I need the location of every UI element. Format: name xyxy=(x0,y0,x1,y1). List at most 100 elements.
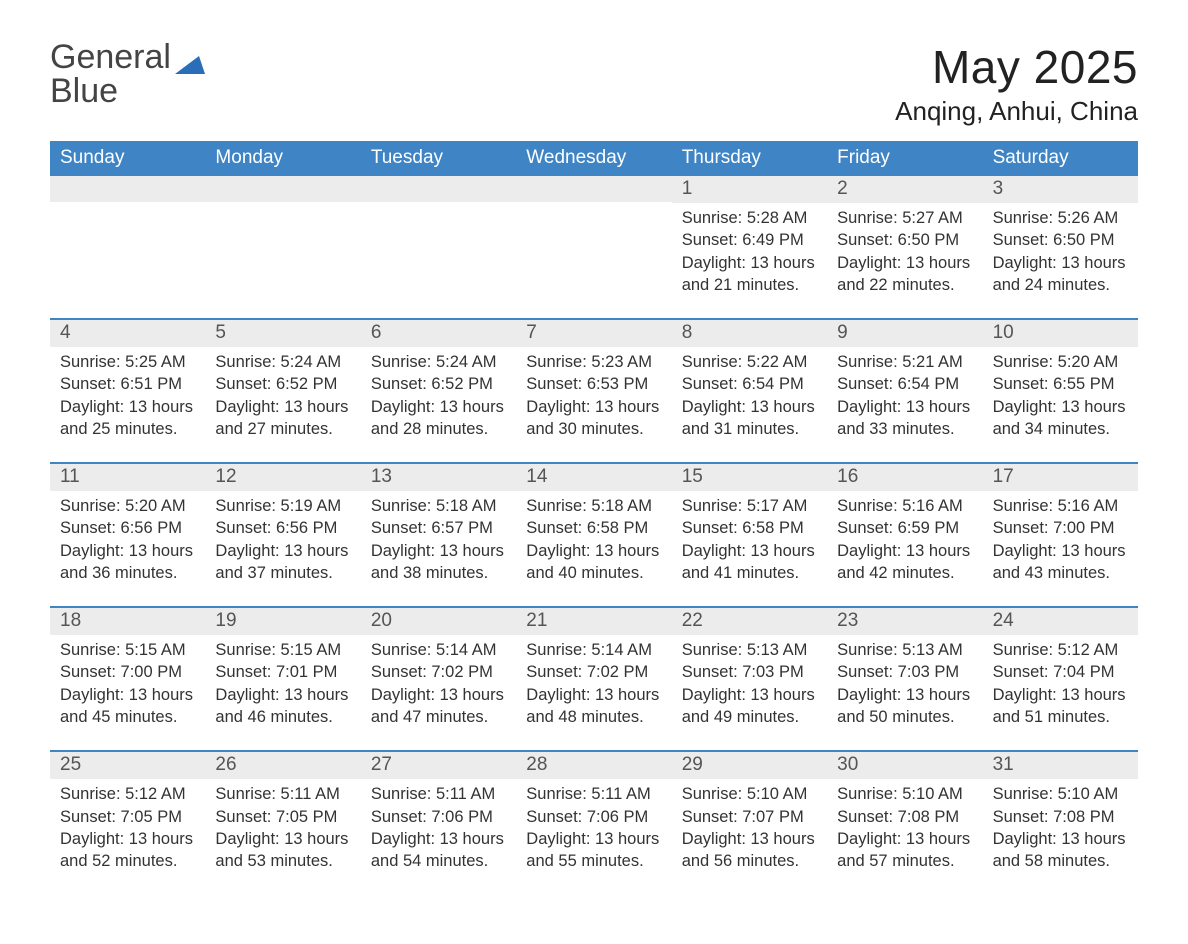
day-number-bar: 16 xyxy=(827,464,982,491)
day-number: 13 xyxy=(371,466,392,487)
day-number-bar: 6 xyxy=(361,320,516,347)
logo: General Blue xyxy=(50,40,205,108)
logo-triangle-icon xyxy=(175,52,205,74)
day-number-bar xyxy=(205,176,360,202)
sunset-line: Sunset: 6:53 PM xyxy=(526,373,661,395)
sunrise-line: Sunrise: 5:19 AM xyxy=(215,495,350,517)
calendar-cell: 15Sunrise: 5:17 AMSunset: 6:58 PMDayligh… xyxy=(672,464,827,606)
sunrise-line: Sunrise: 5:10 AM xyxy=(682,783,817,805)
calendar-cell: 1Sunrise: 5:28 AMSunset: 6:49 PMDaylight… xyxy=(672,176,827,318)
cell-details: Sunrise: 5:15 AMSunset: 7:01 PMDaylight:… xyxy=(215,639,350,728)
day-number-bar: 27 xyxy=(361,752,516,779)
daylight-line: Daylight: 13 hours and 31 minutes. xyxy=(682,396,817,441)
day-number: 1 xyxy=(682,178,693,199)
week-row: 4Sunrise: 5:25 AMSunset: 6:51 PMDaylight… xyxy=(50,318,1138,462)
daylight-line: Daylight: 13 hours and 51 minutes. xyxy=(993,684,1128,729)
sunset-line: Sunset: 7:04 PM xyxy=(993,661,1128,683)
calendar-cell: 24 Sunrise: 5:12 AMSunset: 7:04 PMDayligh… xyxy=(983,608,1138,750)
daylight-line: Daylight: 13 hours and 54 minutes. xyxy=(371,828,506,873)
calendar-cell-empty xyxy=(50,176,205,318)
daylight-line: Daylight: 13 hours and 37 minutes. xyxy=(215,540,350,585)
day-header: Friday xyxy=(827,141,982,176)
header: General Blue May 2025 Anqing, Anhui, Chi… xyxy=(50,40,1138,127)
sunrise-line: Sunrise: 5:11 AM xyxy=(371,783,506,805)
day-number-bar: 29 xyxy=(672,752,827,779)
title-location: Anqing, Anhui, China xyxy=(895,96,1138,127)
daylight-line: Daylight: 13 hours and 38 minutes. xyxy=(371,540,506,585)
calendar-cell-empty xyxy=(516,176,671,318)
day-number: 18 xyxy=(60,610,81,631)
calendar-cell: 22Sunrise: 5:13 AMSunset: 7:03 PMDayligh… xyxy=(672,608,827,750)
sunrise-line: Sunrise: 5:17 AM xyxy=(682,495,817,517)
cell-details: Sunrise: 5:25 AMSunset: 6:51 PMDaylight:… xyxy=(60,351,195,440)
cell-details: Sunrise: 5:14 AMSunset: 7:02 PMDaylight:… xyxy=(526,639,661,728)
daylight-line: Daylight: 13 hours and 56 minutes. xyxy=(682,828,817,873)
sunset-line: Sunset: 7:00 PM xyxy=(60,661,195,683)
daylight-line: Daylight: 13 hours and 47 minutes. xyxy=(371,684,506,729)
day-number: 20 xyxy=(371,610,392,631)
cell-details: Sunrise: 5:10 AMSunset: 7:08 PMDaylight:… xyxy=(837,783,972,872)
cell-details: Sunrise: 5:11 AMSunset: 7:06 PMDaylight:… xyxy=(371,783,506,872)
logo-word-blue: Blue xyxy=(50,74,205,108)
daylight-line: Daylight: 13 hours and 24 minutes. xyxy=(993,252,1128,297)
calendar-cell: 8Sunrise: 5:22 AMSunset: 6:54 PMDaylight… xyxy=(672,320,827,462)
calendar-cell: 25 Sunrise: 5:12 AMSunset: 7:05 PMDayligh… xyxy=(50,752,205,894)
calendar-cell: 7Sunrise: 5:23 AMSunset: 6:53 PMDaylight… xyxy=(516,320,671,462)
calendar: SundayMondayTuesdayWednesdayThursdayFrid… xyxy=(50,141,1138,894)
daylight-line: Daylight: 13 hours and 48 minutes. xyxy=(526,684,661,729)
day-number-bar: 11 xyxy=(50,464,205,491)
day-number-bar: 23 xyxy=(827,608,982,635)
day-number: 19 xyxy=(215,610,236,631)
daylight-line: Daylight: 13 hours and 21 minutes. xyxy=(682,252,817,297)
calendar-cell: 19 Sunrise: 5:15 AMSunset: 7:01 PMDayligh… xyxy=(205,608,360,750)
day-header-row: SundayMondayTuesdayWednesdayThursdayFrid… xyxy=(50,141,1138,176)
cell-details: Sunrise: 5:12 AMSunset: 7:05 PMDaylight:… xyxy=(60,783,195,872)
day-number-bar: 9 xyxy=(827,320,982,347)
daylight-line: Daylight: 13 hours and 58 minutes. xyxy=(993,828,1128,873)
sunset-line: Sunset: 7:03 PM xyxy=(682,661,817,683)
sunset-line: Sunset: 7:08 PM xyxy=(837,806,972,828)
calendar-cell-empty xyxy=(361,176,516,318)
week-row: 11Sunrise: 5:20 AMSunset: 6:56 PMDayligh… xyxy=(50,462,1138,606)
daylight-line: Daylight: 13 hours and 55 minutes. xyxy=(526,828,661,873)
sunset-line: Sunset: 6:49 PM xyxy=(682,229,817,251)
week-row: 1Sunrise: 5:28 AMSunset: 6:49 PMDaylight… xyxy=(50,176,1138,318)
calendar-cell: 3Sunrise: 5:26 AMSunset: 6:50 PMDaylight… xyxy=(983,176,1138,318)
cell-details: Sunrise: 5:18 AMSunset: 6:57 PMDaylight:… xyxy=(371,495,506,584)
calendar-cell: 2Sunrise: 5:27 AMSunset: 6:50 PMDaylight… xyxy=(827,176,982,318)
day-number-bar: 24 xyxy=(983,608,1138,635)
calendar-cell: 21Sunrise: 5:14 AMSunset: 7:02 PMDayligh… xyxy=(516,608,671,750)
week-row: 25 Sunrise: 5:12 AMSunset: 7:05 PMDayligh… xyxy=(50,750,1138,894)
calendar-cell: 28Sunrise: 5:11 AMSunset: 7:06 PMDayligh… xyxy=(516,752,671,894)
cell-details: Sunrise: 5:12 AMSunset: 7:04 PMDaylight:… xyxy=(993,639,1128,728)
day-number-bar: 12 xyxy=(205,464,360,491)
sunset-line: Sunset: 7:03 PM xyxy=(837,661,972,683)
day-number-bar xyxy=(516,176,671,202)
calendar-cell: 10Sunrise: 5:20 AMSunset: 6:55 PMDayligh… xyxy=(983,320,1138,462)
sunrise-line: Sunrise: 5:11 AM xyxy=(215,783,350,805)
sunset-line: Sunset: 6:51 PM xyxy=(60,373,195,395)
sunrise-line: Sunrise: 5:10 AM xyxy=(837,783,972,805)
sunset-line: Sunset: 7:02 PM xyxy=(371,661,506,683)
calendar-cell: 18Sunrise: 5:15 AMSunset: 7:00 PMDayligh… xyxy=(50,608,205,750)
logo-word-general: General xyxy=(50,40,171,74)
day-number-bar: 5 xyxy=(205,320,360,347)
day-number-bar: 15 xyxy=(672,464,827,491)
day-number-bar: 8 xyxy=(672,320,827,347)
sunset-line: Sunset: 6:58 PM xyxy=(682,517,817,539)
sunrise-line: Sunrise: 5:23 AM xyxy=(526,351,661,373)
cell-details: Sunrise: 5:19 AMSunset: 6:56 PMDaylight:… xyxy=(215,495,350,584)
day-number-bar: 7 xyxy=(516,320,671,347)
day-number: 28 xyxy=(526,754,547,775)
daylight-line: Daylight: 13 hours and 27 minutes. xyxy=(215,396,350,441)
daylight-line: Daylight: 13 hours and 33 minutes. xyxy=(837,396,972,441)
daylight-line: Daylight: 13 hours and 22 minutes. xyxy=(837,252,972,297)
cell-details: Sunrise: 5:10 AMSunset: 7:07 PMDaylight:… xyxy=(682,783,817,872)
daylight-line: Daylight: 13 hours and 46 minutes. xyxy=(215,684,350,729)
day-number: 29 xyxy=(682,754,703,775)
cell-details: Sunrise: 5:16 AMSunset: 7:00 PMDaylight:… xyxy=(993,495,1128,584)
day-number: 25 xyxy=(60,754,81,775)
sunrise-line: Sunrise: 5:24 AM xyxy=(371,351,506,373)
cell-details: Sunrise: 5:24 AMSunset: 6:52 PMDaylight:… xyxy=(371,351,506,440)
sunset-line: Sunset: 7:05 PM xyxy=(60,806,195,828)
